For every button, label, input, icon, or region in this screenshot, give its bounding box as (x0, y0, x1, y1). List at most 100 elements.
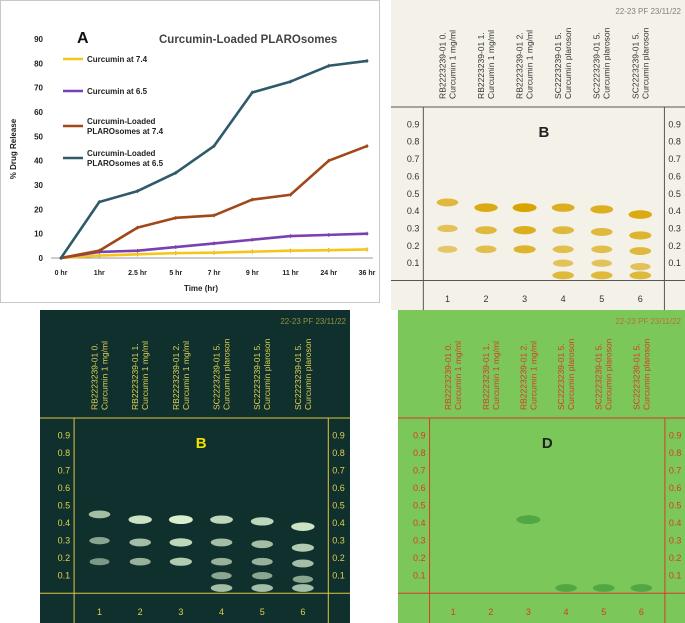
rf-tick-right: 0.5 (668, 189, 681, 199)
tlc-spot (169, 557, 192, 566)
tlc-spot (516, 515, 541, 525)
lane-number: 2 (488, 607, 493, 617)
data-point (327, 233, 331, 237)
tlc-spot (128, 515, 152, 524)
rf-tick-left: 0.3 (413, 536, 426, 546)
lane-label-line1: RB2223239-01 0. (90, 343, 100, 410)
tlc-plate-b-white: 0.9 0.9 0.8 0.8 0.7 0.7 0.6 0.6 0.5 0.5 0.4 0.4 0.3 0… (391, 0, 685, 310)
rf-tick-left: 0.5 (413, 501, 426, 511)
rf-tick-right: 0.6 (668, 171, 681, 181)
data-point (136, 189, 139, 193)
tlc-spot (629, 247, 652, 255)
rf-tick-left: 0.3 (407, 223, 420, 233)
lane-label-line2: Curcumin plaroson (222, 338, 232, 410)
plate-header-tag: 22-23 PF 23/11/22 (615, 7, 681, 16)
tlc-spot (210, 584, 233, 592)
lane-label-line1: SC2223239-01 5. (592, 32, 602, 99)
tlc-spot (551, 203, 575, 212)
plate-background (40, 310, 350, 623)
tlc-spot (292, 559, 314, 568)
drug-release-chart-panel: A Curcumin-Loaded PLAROsomes % Drug Rele… (0, 0, 380, 303)
data-point (212, 214, 216, 217)
rf-tick-right: 0.9 (668, 119, 681, 129)
data-point (250, 91, 254, 94)
y-tick-label: 50 (34, 132, 43, 141)
series-4 (59, 58, 369, 260)
x-tick-label: 9 hr (246, 270, 259, 277)
tlc-spot (436, 198, 459, 207)
lane-number: 3 (526, 607, 531, 617)
data-point (97, 249, 101, 253)
lane-label-line1: SC2223239-01 5. (293, 343, 303, 410)
rf-tick-right: 0.3 (332, 536, 345, 546)
lane-number: 1 (445, 294, 450, 304)
data-point (250, 250, 254, 254)
rf-tick-left: 0.8 (58, 448, 71, 458)
lane-number: 6 (639, 607, 644, 617)
series-1 (59, 247, 369, 260)
rf-tick-right: 0.5 (332, 501, 345, 511)
legend-label: Curcumin at 6.5 (87, 87, 148, 96)
lane-label-line2: Curcumin 1 mg/ml (525, 30, 535, 99)
lane-label: SC2223239-01 5. Curcumin plaroson (631, 338, 651, 410)
lane-label: RB2223239-01 2. Curcumin 1 mg/ml (515, 30, 535, 99)
y-axis-label: % Drug Release (9, 118, 18, 179)
lane-label-line2: Curcumin 1 mg/ml (181, 341, 191, 410)
lane-number: 6 (300, 607, 305, 617)
rf-tick-right: 0.2 (668, 241, 681, 251)
lane-label: SC2223239-01 5. Curcumin plaroson (212, 338, 232, 410)
tlc-spot (89, 537, 110, 545)
lane-label: SC2223239-01 5. Curcumin plaroson (594, 338, 614, 410)
rf-tick-right: 0.6 (669, 483, 682, 493)
data-point (174, 251, 178, 255)
chart-title: Curcumin-Loaded PLAROsomes (159, 34, 337, 46)
tlc-spot (210, 515, 233, 524)
x-tick-label: 24 hr (320, 270, 337, 277)
tlc-spot (291, 543, 314, 552)
data-point (365, 59, 369, 63)
x-tick-label: 7 hr (208, 270, 221, 277)
rf-tick-left: 0.6 (58, 483, 71, 493)
tlc-spot (629, 271, 652, 280)
lane-number: 4 (219, 607, 224, 617)
rf-tick-right: 0.7 (332, 466, 345, 476)
data-point (97, 254, 101, 257)
rf-tick-right: 0.8 (668, 137, 681, 147)
data-point (365, 248, 369, 251)
lane-number: 1 (451, 607, 456, 617)
data-point (365, 232, 369, 236)
x-tick-label: 11 hr (282, 270, 299, 277)
lane-label-line1: RB2223239-01 1. (481, 343, 491, 410)
y-tick-label: 60 (34, 108, 43, 117)
x-tick-label: 1hr (94, 270, 105, 277)
data-point (289, 249, 292, 253)
rf-tick-left: 0.1 (407, 258, 420, 268)
lane-label: SC2223239-01 5. Curcumin plaroson (556, 338, 576, 410)
lane-label-line1: SC2223239-01 5. (252, 343, 262, 410)
lane-label-line1: RB2223239-01 0. (443, 343, 453, 410)
rf-tick-left: 0.4 (407, 206, 420, 216)
tlc-spot (129, 538, 151, 547)
tlc-plate-uv-366: 0.9 0.9 0.8 0.8 0.7 0.7 0.6 0.6 0.5 0.5 0.4 0.4 0.3 0… (40, 310, 350, 623)
legend-label: Curcumin-Loaded (87, 149, 156, 158)
rf-tick-right: 0.4 (669, 518, 682, 528)
lane-label-line2: Curcumin 1 mg/ml (140, 341, 150, 410)
lane-label: RB2223239-01 0. Curcumin 1 mg/ml (443, 341, 463, 410)
data-point (289, 80, 292, 83)
lane-number: 5 (601, 607, 606, 617)
tlc-spot (590, 228, 613, 236)
rf-tick-left: 0.6 (407, 171, 420, 181)
data-point (212, 144, 216, 148)
lane-label: SC2223239-01 5. Curcumin plaroson (553, 27, 573, 99)
y-tick-label: 80 (34, 59, 43, 68)
rf-tick-right: 0.9 (332, 431, 345, 441)
tlc-spot (251, 584, 274, 592)
lane-label-line2: Curcumin plaroson (303, 338, 313, 410)
rf-tick-right: 0.2 (669, 553, 682, 563)
lane-label-line2: Curcumin plaroson (262, 338, 272, 410)
rf-tick-right: 0.1 (332, 571, 345, 581)
rf-tick-right: 0.3 (668, 223, 681, 233)
rf-tick-left: 0.9 (413, 431, 426, 441)
lane-label-line1: RB2223239-01 1. (130, 343, 140, 410)
x-tick-label: 0 hr (55, 270, 68, 277)
